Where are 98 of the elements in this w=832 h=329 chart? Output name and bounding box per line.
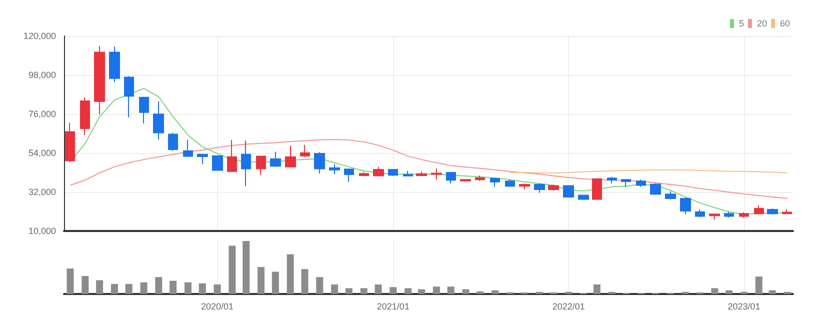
candlestick (212, 155, 223, 171)
candlestick (650, 182, 661, 196)
bar (404, 288, 412, 294)
candlestick (270, 151, 281, 168)
bar (593, 284, 600, 294)
candlestick (724, 211, 734, 218)
candlestick (636, 179, 646, 188)
bar (82, 276, 89, 294)
candlestick (241, 140, 251, 187)
candlestick (388, 168, 398, 176)
candlestick (183, 140, 193, 158)
candlestick (754, 204, 764, 216)
bar (170, 280, 177, 294)
candlestick (416, 171, 427, 177)
bar (726, 290, 733, 294)
bar (374, 284, 382, 294)
bar (390, 287, 397, 294)
candlestick (563, 185, 574, 198)
line-series (70, 139, 788, 200)
legend-label: 5 (738, 18, 744, 28)
bar (331, 284, 338, 294)
candlestick (431, 168, 442, 180)
bar (214, 284, 221, 294)
candlestick (329, 164, 340, 175)
candlestick (285, 145, 296, 168)
x-tick-label: 2020/01 (201, 302, 234, 312)
candlestick (65, 122, 75, 162)
candlestick (139, 96, 149, 124)
candlestick (475, 175, 485, 182)
candlestick (314, 152, 325, 174)
candlestick (446, 172, 456, 184)
y-tick-label: 10,000 (28, 226, 56, 236)
bar (711, 288, 718, 294)
bar (198, 283, 206, 294)
candlestick (168, 132, 178, 152)
bar (242, 241, 250, 294)
bar (301, 269, 308, 294)
bar (447, 286, 454, 294)
legend-label: 20 (756, 18, 767, 28)
bar (125, 284, 132, 294)
bar (418, 289, 426, 294)
bar (316, 277, 324, 294)
candlestick (80, 96, 90, 136)
candlestick (505, 179, 515, 188)
bar (110, 284, 118, 294)
legend-label: 60 (780, 18, 790, 28)
candlestick (709, 214, 720, 220)
candlestick (94, 46, 105, 115)
bar (432, 286, 440, 294)
candlestick (665, 190, 676, 200)
y-tick-label: 120,000 (23, 31, 56, 41)
candlestick (534, 182, 545, 194)
candlestick (607, 176, 617, 184)
bar (768, 290, 776, 294)
bar (286, 254, 294, 294)
candlestick (592, 178, 602, 200)
bar (155, 277, 162, 294)
candlestick (578, 194, 589, 200)
candlestick (782, 209, 792, 215)
candlestick (227, 140, 237, 173)
y-tick-label: 98,000 (28, 70, 56, 80)
bar (66, 268, 74, 294)
candlestick (124, 76, 134, 118)
bar (228, 246, 236, 294)
candlestick (344, 168, 354, 182)
candlestick (695, 209, 705, 218)
x-tick-label: 2023/01 (728, 302, 760, 312)
y-tick-label: 76,000 (28, 109, 56, 119)
candlestick (621, 179, 631, 188)
bar (360, 288, 368, 294)
y-tick-label: 54,000 (28, 148, 56, 158)
bar (476, 291, 484, 294)
candlestick (153, 100, 164, 140)
bar (462, 289, 470, 294)
candlestick (680, 196, 691, 215)
bar (492, 290, 499, 294)
bar (272, 272, 279, 294)
y-tick-label: 32,000 (28, 187, 56, 197)
candlestick (403, 170, 413, 177)
bar (184, 282, 192, 294)
candlestick (359, 172, 369, 177)
bar (96, 280, 104, 294)
candlestick (373, 166, 384, 177)
candlestick (767, 208, 778, 216)
bar (258, 266, 265, 294)
candlestick (490, 178, 500, 188)
candlestick (548, 184, 559, 192)
candlestick (300, 144, 310, 158)
candlestick (256, 156, 266, 176)
candlestick (109, 46, 120, 83)
candlestick (519, 182, 530, 190)
bar (345, 288, 352, 294)
candlestick (739, 212, 749, 218)
x-tick-label: 2022/01 (552, 302, 585, 312)
bar (140, 282, 148, 294)
x-tick-label: 2021/01 (376, 302, 410, 312)
bar (755, 276, 762, 294)
candlestick (197, 154, 208, 165)
